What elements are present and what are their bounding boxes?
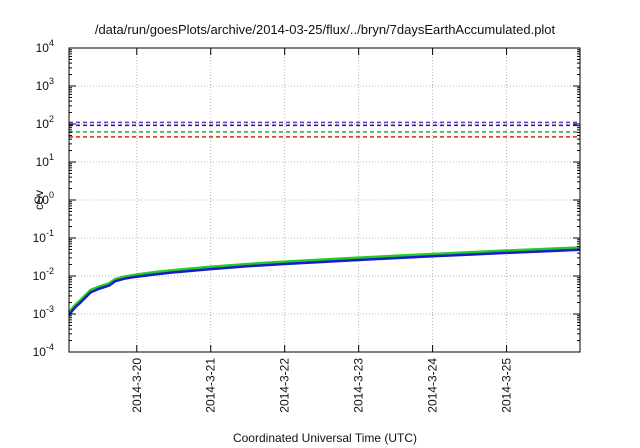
x-tick-label: 2014-3-21 xyxy=(204,358,218,413)
y-tick-label: 10-4 xyxy=(33,342,54,359)
x-tick-label: 2014-3-20 xyxy=(130,358,144,413)
x-axis-ticks: 2014-3-20 2014-3-21 2014-3-22 2014-3-23 2014… xyxy=(130,48,514,413)
grid xyxy=(69,48,580,352)
y-axis-label: cSv xyxy=(32,190,46,210)
x-axis-label: Coordinated Universal Time (UTC) xyxy=(233,431,417,445)
x-tick-label: 2014-3-23 xyxy=(352,358,366,413)
series-line-1 xyxy=(67,246,581,314)
y-tick-label: 10-1 xyxy=(33,228,54,245)
x-tick-label: 2014-3-22 xyxy=(278,358,292,413)
y-tick-label: 103 xyxy=(36,76,54,93)
y-tick-label: 100 xyxy=(36,190,54,207)
reference-lines xyxy=(69,121,580,138)
chart-title: /data/run/goesPlots/archive/2014-03-25/f… xyxy=(95,22,556,37)
series-line-2 xyxy=(68,248,581,316)
y-tick-label: 10-2 xyxy=(33,266,54,283)
y-tick-label: 104 xyxy=(36,38,54,55)
y-tick-label: 101 xyxy=(36,152,54,169)
x-tick-label: 2014-3-24 xyxy=(426,358,440,413)
y-tick-label: 10-3 xyxy=(33,304,54,321)
data-series xyxy=(67,246,581,316)
y-axis-ticks: 10-4 10-3 10-2 10-1 100 101 102 103 104 xyxy=(33,38,580,359)
y-tick-label: 102 xyxy=(36,114,54,131)
x-tick-label: 2014-3-25 xyxy=(500,358,514,413)
